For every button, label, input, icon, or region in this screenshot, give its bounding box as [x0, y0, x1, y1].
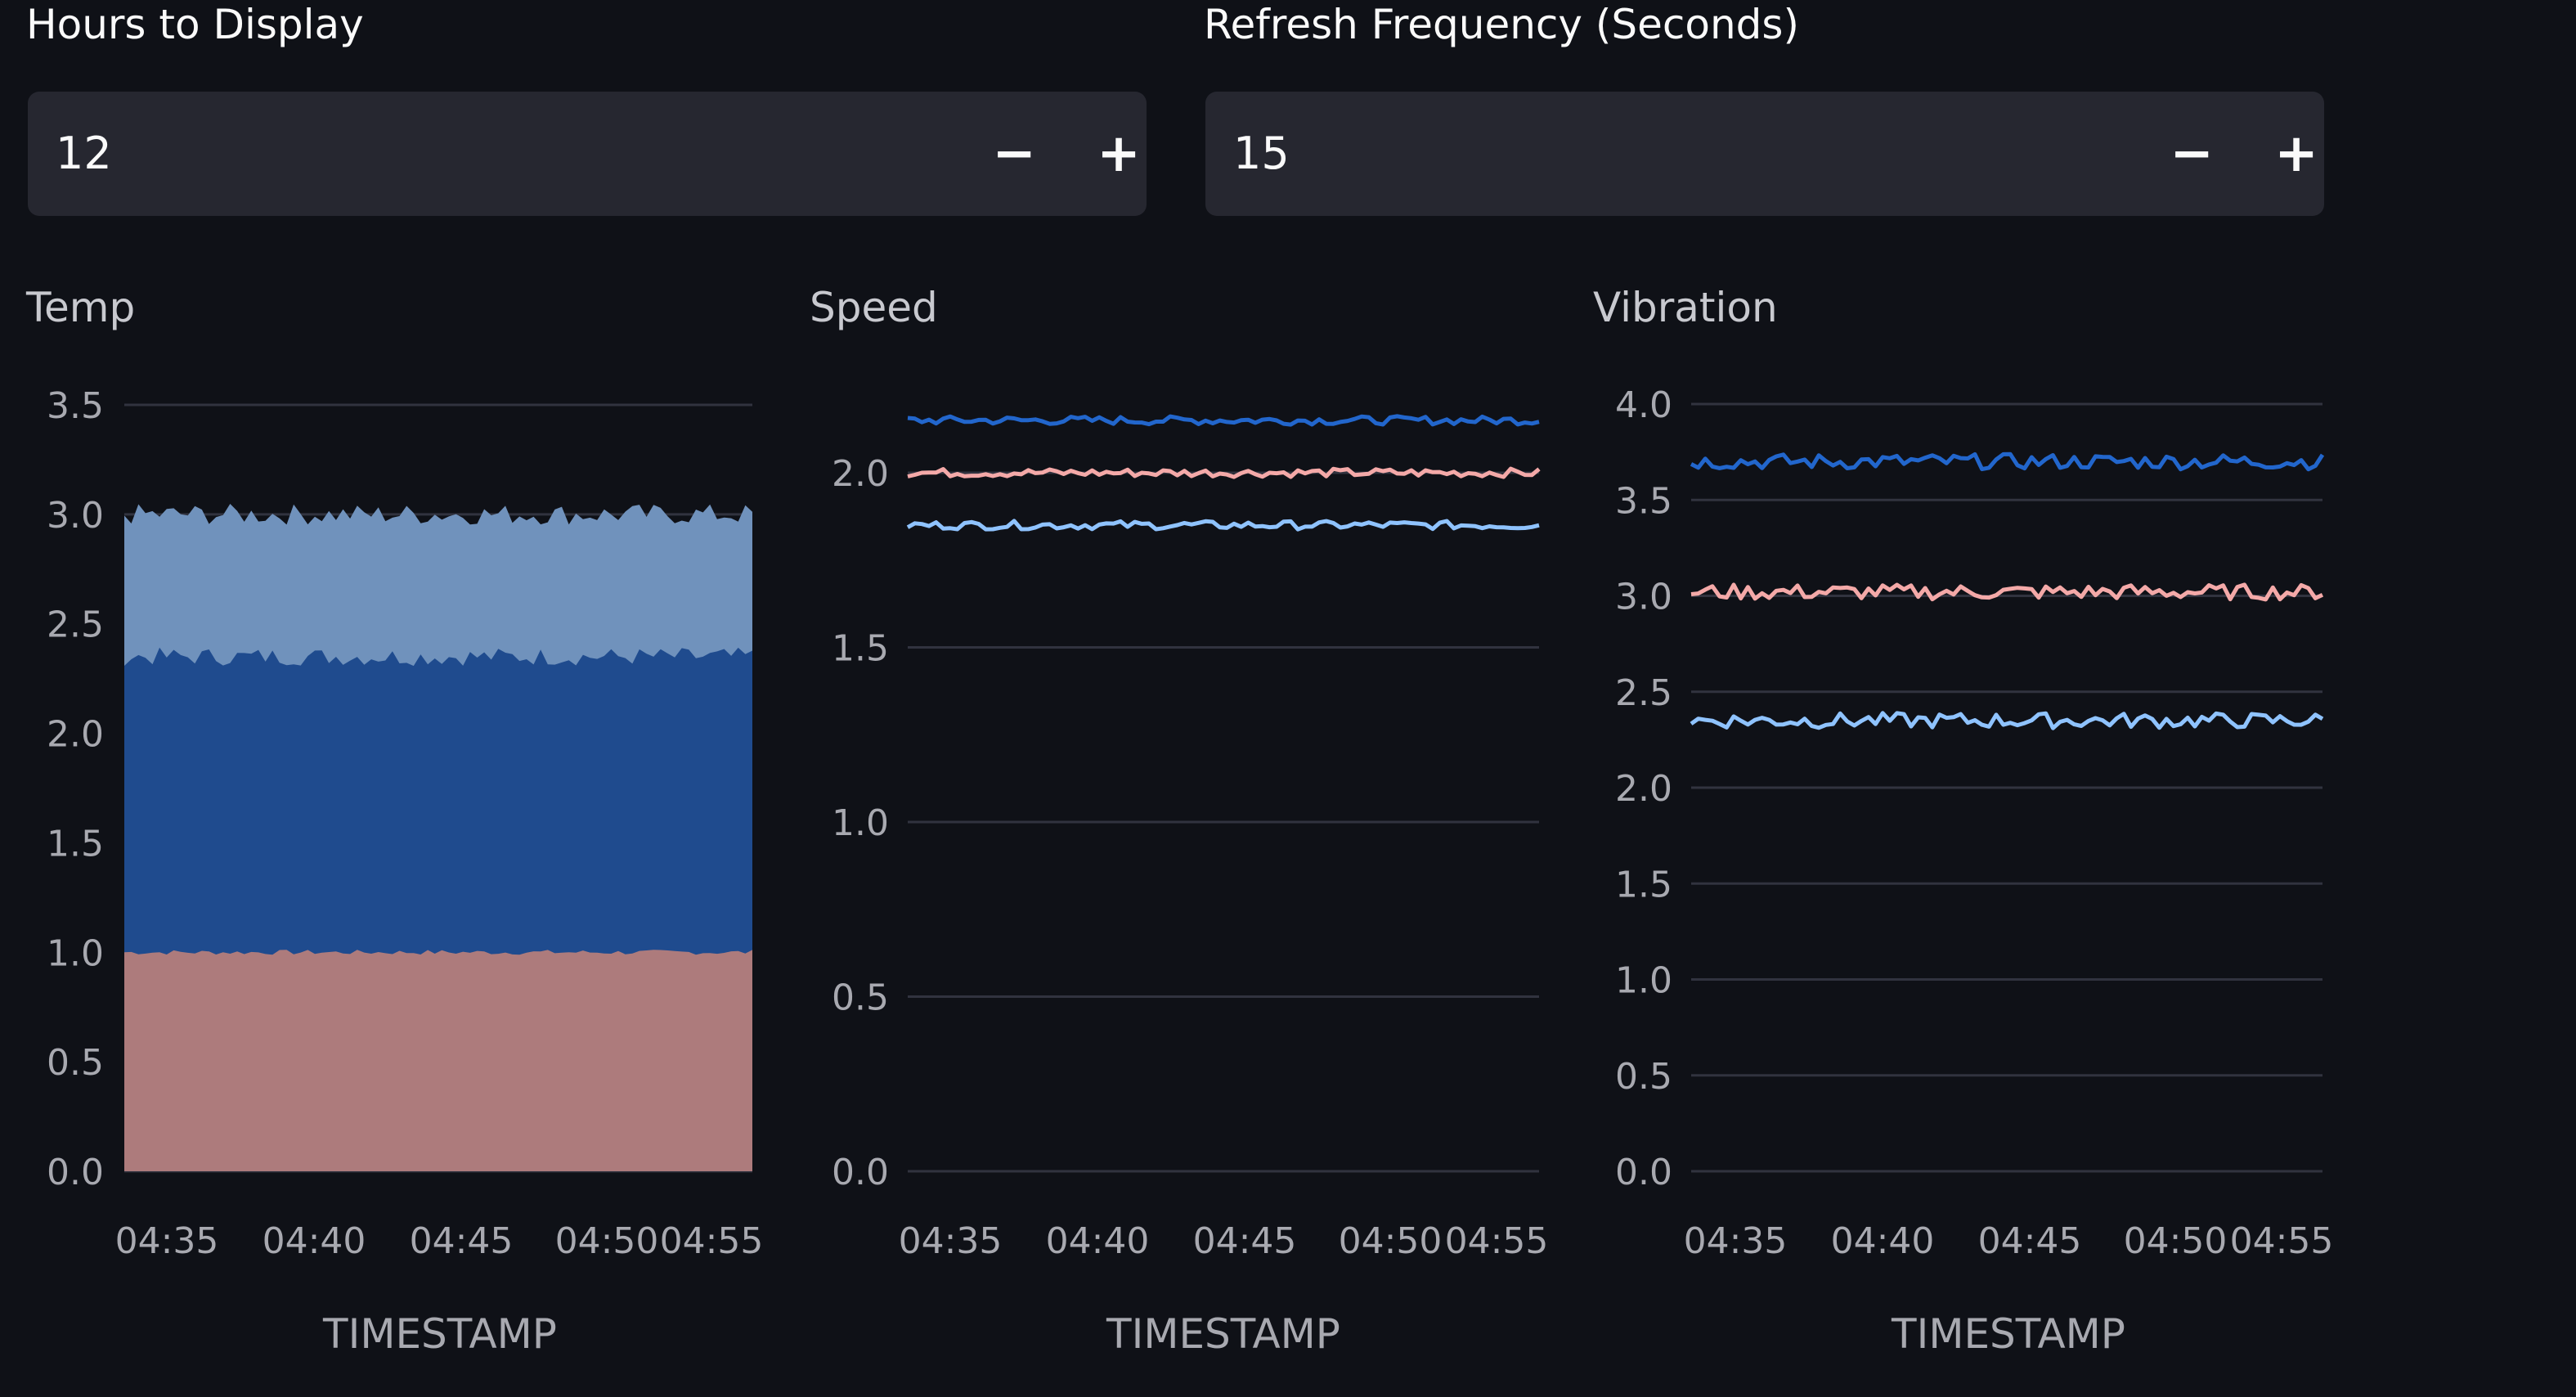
- y-tick-label: 2.5: [1615, 672, 1672, 714]
- y-tick-label: 3.5: [1615, 480, 1672, 522]
- y-tick-label: 0.5: [1615, 1056, 1672, 1098]
- x-tick-label: 04:35: [115, 1220, 219, 1262]
- y-tick-label: 0.0: [1615, 1152, 1672, 1193]
- refresh-increment-button[interactable]: +: [2274, 124, 2318, 184]
- speed-line-series-3: [906, 519, 1540, 532]
- x-tick-label: 04:45: [410, 1220, 514, 1262]
- vibration-line-series-2: [1690, 582, 2324, 602]
- x-tick-label: 04:50: [2124, 1220, 2228, 1262]
- speed-line-series-1: [907, 414, 1540, 427]
- x-tick-label: 04:40: [1831, 1220, 1935, 1262]
- x-tick-label: 04:40: [1046, 1220, 1150, 1262]
- x-tick-label: 04:45: [1978, 1220, 2082, 1262]
- y-tick-label: 3.0: [1615, 577, 1672, 618]
- refresh-decrement-button[interactable]: −: [2170, 124, 2214, 184]
- x-tick-label: 04:55: [660, 1220, 764, 1262]
- y-tick-label: 0.5: [832, 977, 889, 1019]
- x-tick-label: 04:40: [263, 1220, 366, 1262]
- x-tick-label: 04:35: [899, 1220, 1003, 1262]
- x-tick-label: 04:45: [1193, 1220, 1297, 1262]
- x-tick-label: 04:55: [1445, 1220, 1549, 1262]
- vibration-line-series-3: [1690, 711, 2324, 730]
- refresh-frequency-label: Refresh Frequency (Seconds): [1204, 1, 1799, 48]
- y-tick-label: 2.0: [832, 453, 889, 495]
- hours-to-display-input[interactable]: 12 − +: [28, 92, 1147, 216]
- y-tick-label: 1.0: [47, 932, 104, 974]
- hours-decrement-button[interactable]: −: [992, 124, 1036, 184]
- speed-chart-title: Speed: [810, 284, 938, 331]
- y-tick-label: 2.0: [1615, 768, 1672, 810]
- vibration-line-series-1: [1690, 451, 2325, 472]
- x-tick-label: 04:50: [1339, 1220, 1443, 1262]
- refresh-frequency-value[interactable]: 15: [1233, 128, 1290, 179]
- x-tick-label: 04:35: [1684, 1220, 1788, 1262]
- y-tick-label: 0.0: [47, 1152, 104, 1193]
- y-tick-label: 0.5: [47, 1042, 104, 1084]
- x-tick-label: 04:55: [2230, 1220, 2334, 1262]
- y-tick-label: 1.5: [47, 823, 104, 865]
- y-tick-label: 1.0: [832, 802, 889, 844]
- y-tick-label: 2.5: [47, 604, 104, 646]
- x-axis-title: TIMESTAMP: [322, 1310, 557, 1358]
- y-tick-label: 3.5: [47, 385, 104, 427]
- x-tick-label: 04:50: [555, 1220, 659, 1262]
- hours-to-display-label: Hours to Display: [26, 1, 364, 48]
- temp-chart-title: Temp: [26, 284, 136, 331]
- vibration-chart-title: Vibration: [1593, 284, 1778, 331]
- speed-line-series-2: [907, 466, 1541, 479]
- y-tick-label: 1.5: [832, 628, 889, 670]
- temp-area-series-1: [124, 950, 752, 1171]
- x-axis-title: TIMESTAMP: [1106, 1310, 1340, 1358]
- y-tick-label: 4.0: [1615, 384, 1672, 426]
- refresh-frequency-input[interactable]: 15 − +: [1205, 92, 2324, 216]
- y-tick-label: 3.0: [47, 495, 104, 537]
- y-tick-label: 1.5: [1615, 864, 1672, 905]
- x-axis-title: TIMESTAMP: [1891, 1310, 2125, 1358]
- hours-increment-button[interactable]: +: [1097, 124, 1141, 184]
- y-tick-label: 0.0: [832, 1152, 889, 1193]
- hours-to-display-value[interactable]: 12: [56, 128, 112, 179]
- y-tick-label: 2.0: [47, 714, 104, 756]
- y-tick-label: 1.0: [1615, 960, 1672, 1002]
